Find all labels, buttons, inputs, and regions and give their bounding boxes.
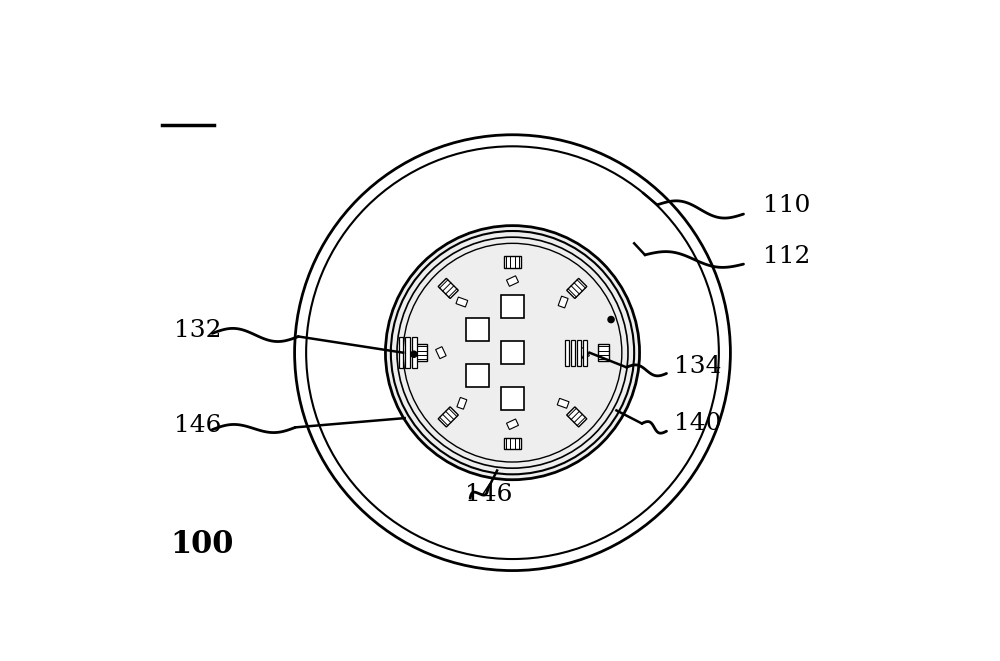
Bar <box>567 407 587 427</box>
Circle shape <box>608 317 614 323</box>
Text: 100: 100 <box>170 529 233 560</box>
Bar <box>412 337 417 368</box>
Text: 146: 146 <box>174 414 221 437</box>
Text: 134: 134 <box>674 356 722 379</box>
Bar <box>504 256 521 268</box>
Text: 146: 146 <box>465 483 512 506</box>
Bar <box>457 397 467 409</box>
Bar <box>501 295 524 318</box>
Bar <box>506 419 519 430</box>
Text: 132: 132 <box>174 319 221 342</box>
Bar <box>571 340 575 366</box>
Bar <box>558 296 568 308</box>
Bar <box>501 341 524 364</box>
Bar <box>405 337 410 368</box>
Bar <box>466 364 489 387</box>
Bar <box>557 399 569 408</box>
Circle shape <box>385 225 640 480</box>
Bar <box>416 344 427 361</box>
Bar <box>577 340 581 366</box>
Bar <box>438 278 458 299</box>
Bar <box>436 346 446 359</box>
Bar <box>399 337 403 368</box>
Bar <box>565 340 569 366</box>
Bar <box>583 340 587 366</box>
Text: 110: 110 <box>763 194 810 217</box>
Bar <box>506 276 519 286</box>
Bar <box>456 297 468 307</box>
Bar <box>567 278 587 299</box>
Circle shape <box>411 351 417 358</box>
Text: 112: 112 <box>763 245 810 268</box>
Bar <box>466 318 489 341</box>
Text: 140: 140 <box>674 412 722 435</box>
Bar <box>501 387 524 410</box>
Bar <box>598 344 609 361</box>
Bar <box>579 346 589 359</box>
Bar <box>438 407 458 427</box>
Bar <box>504 438 521 449</box>
